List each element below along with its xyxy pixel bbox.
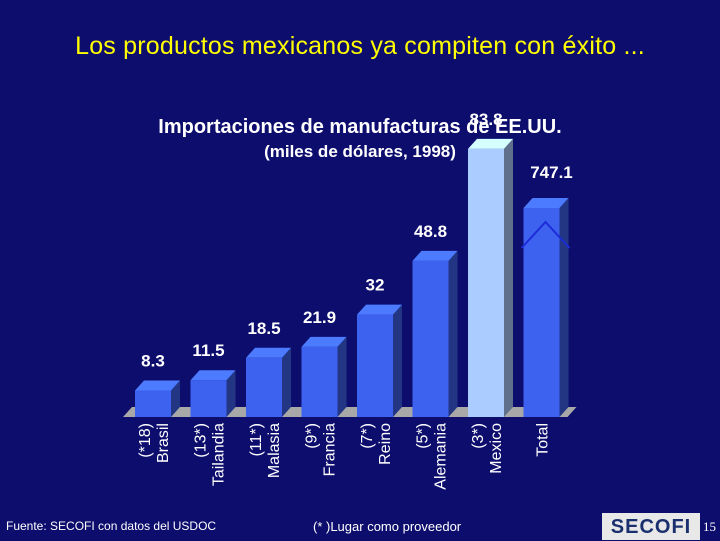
chart-subtitle: (miles de dólares, 1998): [264, 142, 456, 161]
bar-top-tailandia: [190, 370, 236, 381]
category-text-mexico: (3*)Mexico: [470, 423, 505, 474]
category-text-total: Total: [535, 423, 552, 457]
bar-top-malasia: [246, 347, 291, 358]
category-text-malasia: (11*)Malasia: [248, 423, 283, 478]
bar-side-tailandia: [226, 370, 236, 417]
bar-side-reino: [393, 304, 402, 417]
value-label-brasil: 8.3: [141, 351, 165, 370]
category-text-reino: (7*)Reino: [359, 423, 394, 465]
category-label-francia: (9*)Francia: [304, 423, 339, 476]
bar-mexico: [468, 148, 504, 417]
value-label-malasia: 18.5: [247, 319, 280, 338]
category-label-reino: (7*)Reino: [359, 423, 394, 465]
chart-title-block: Importaciones de manufacturas de EE.UU. …: [130, 116, 590, 162]
bar-brasil: [135, 390, 171, 417]
bar-top-reino: [357, 304, 402, 315]
footnote: (* )Lugar como proveedor: [313, 519, 462, 534]
value-label-alemania: 48.8: [414, 222, 447, 241]
bar-reino: [357, 314, 393, 417]
value-label-francia: 21.9: [303, 308, 336, 327]
bar-malasia: [246, 357, 282, 417]
bar-side-malasia: [282, 347, 291, 417]
value-label-reino: 32: [366, 276, 385, 295]
secofi-logo: SECOFI: [602, 513, 700, 540]
bar-side-brasil: [171, 380, 180, 417]
value-label-mexico: 83.8: [469, 110, 502, 129]
bar-top-brasil: [135, 380, 180, 391]
chart-title: Importaciones de manufacturas de EE.UU.: [158, 116, 562, 138]
category-label-brasil: (*18)Brasil: [137, 423, 172, 463]
bar-top-francia: [301, 336, 347, 347]
bar-top-total: [523, 198, 569, 208]
category-text-tailandia: (13*)Tailandia: [193, 423, 228, 486]
category-label-total: Total: [535, 423, 552, 457]
source-note: Fuente: SECOFI con datos del USDOC: [6, 519, 217, 533]
category-label-malasia: (11*)Malasia: [248, 423, 283, 478]
category-label-tailandia: (13*)Tailandia: [193, 423, 228, 486]
category-label-mexico: (3*)Mexico: [470, 423, 505, 474]
category-text-francia: (9*)Francia: [304, 423, 339, 476]
axis-break-line: [520, 220, 571, 249]
bar-side-alemania: [448, 250, 458, 417]
bar-top-alemania: [412, 250, 458, 261]
page-number: 15: [703, 519, 716, 534]
slide-title: Los productos mexicanos ya compiten con …: [75, 32, 645, 60]
value-label-total: 747.1: [530, 163, 573, 182]
bar-francia: [301, 346, 338, 417]
bar-alemania: [412, 260, 449, 417]
bar-top-mexico: [468, 138, 513, 149]
bar-tailandia: [190, 380, 227, 417]
category-text-brasil: (*18)Brasil: [137, 423, 172, 463]
category-text-alemania: (5*)Alemania: [415, 423, 450, 490]
bar-side-francia: [337, 336, 347, 417]
chart-floor: [123, 407, 577, 417]
category-label-alemania: (5*)Alemania: [415, 423, 450, 490]
value-label-tailandia: 11.5: [192, 341, 224, 360]
bar-side-total: [559, 198, 569, 417]
bar-side-mexico: [504, 138, 513, 417]
bar-total: [523, 208, 560, 417]
